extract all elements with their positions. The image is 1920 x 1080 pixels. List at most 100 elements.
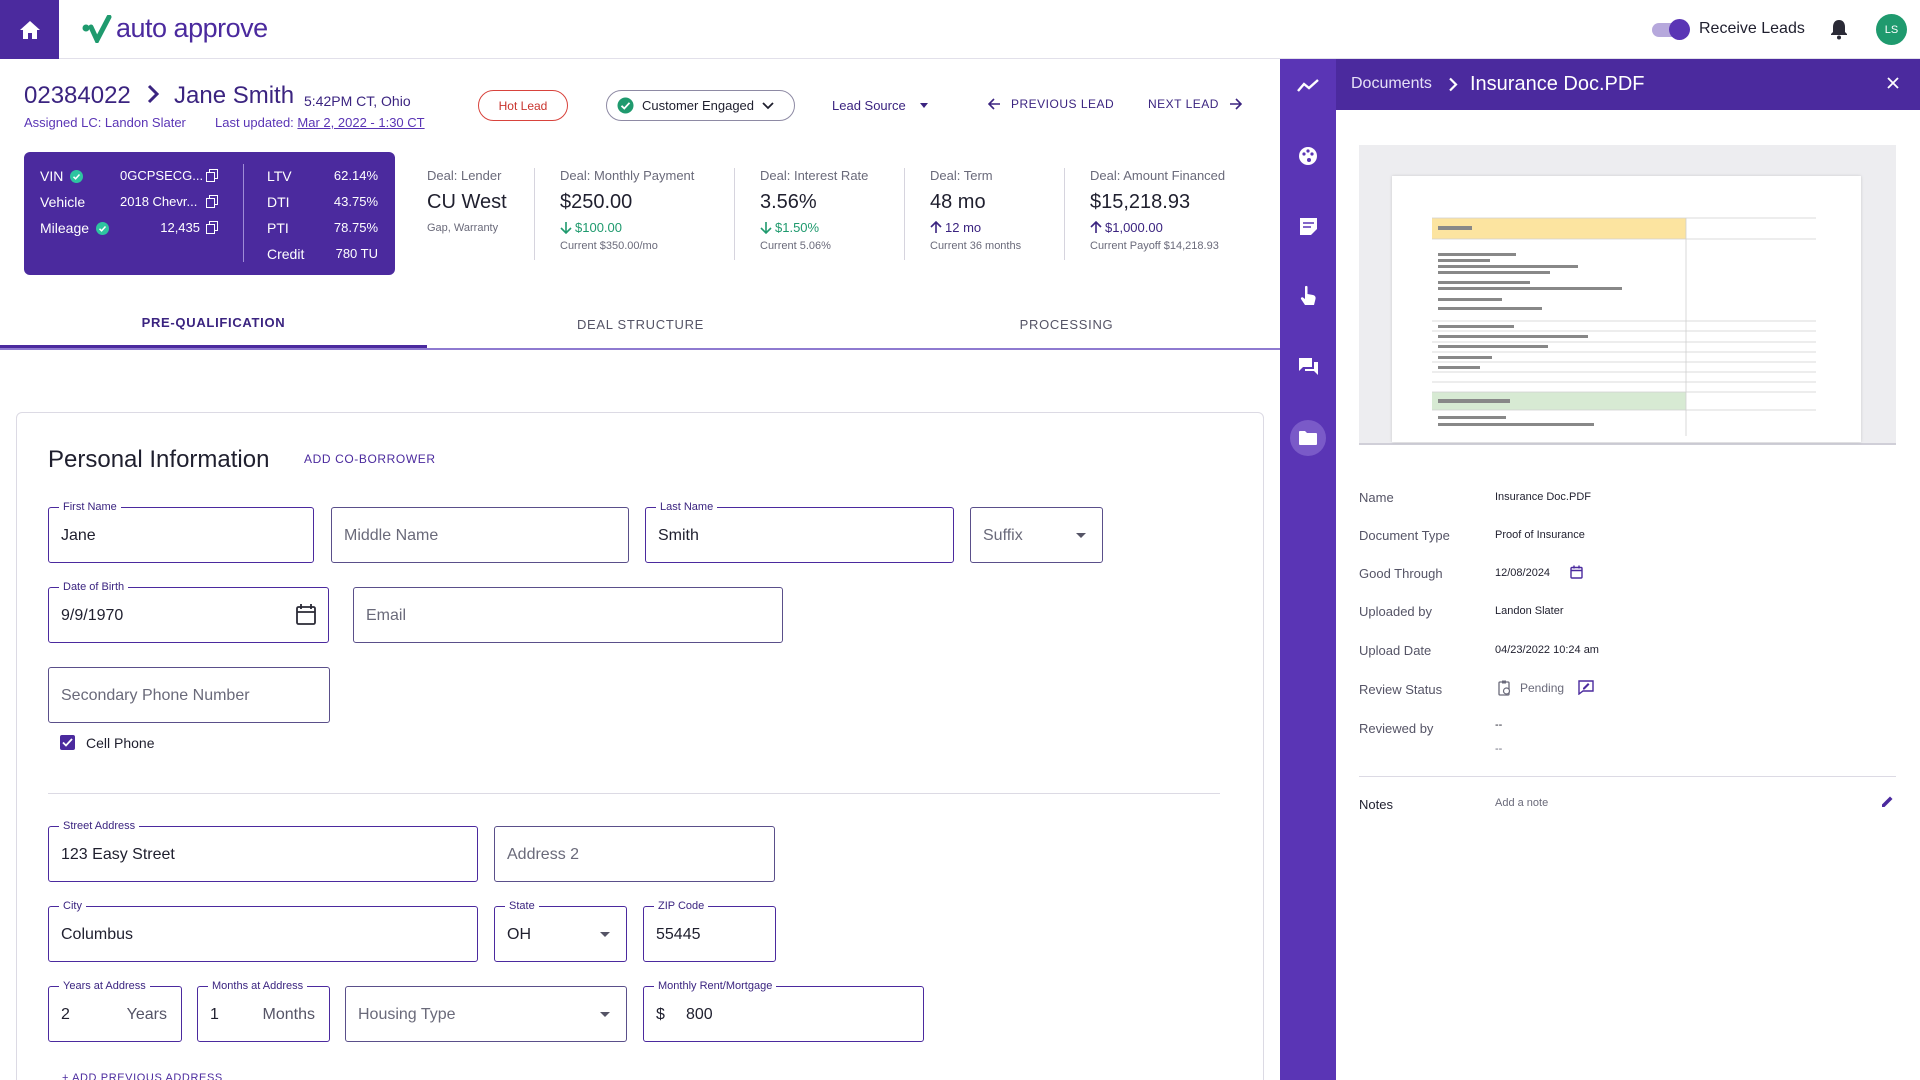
state-select[interactable]: State OH	[494, 900, 627, 962]
deal-monthly-payment: Deal: Monthly Payment $250.00 $100.00 Cu…	[560, 168, 694, 252]
clipboard-clock-icon	[1498, 680, 1511, 696]
city-label: City	[59, 900, 86, 912]
months-at-address-field[interactable]: Months at Address 1 Months	[197, 980, 330, 1042]
add-previous-address-button[interactable]: + ADD PREVIOUS ADDRESS	[62, 1072, 223, 1080]
mileage-label: Mileage	[40, 220, 109, 236]
breadcrumb-documents[interactable]: Documents	[1351, 75, 1432, 92]
notes-input[interactable]: Add a note	[1495, 797, 1549, 809]
rail-notes-button[interactable]	[1296, 214, 1320, 238]
deal-lender: Deal: Lender CU West Gap, Warranty	[427, 168, 507, 234]
document-panel-header	[1336, 59, 1920, 110]
last-name-value: Smith	[658, 527, 699, 544]
review-edit-icon[interactable]	[1578, 680, 1594, 695]
tab-deal-structure[interactable]: DEAL STRUCTURE	[576, 316, 705, 332]
term-current: Current 36 months	[930, 240, 1022, 252]
first-name-field[interactable]: First Name Jane	[48, 501, 314, 563]
monthly-rent-label: Monthly Rent/Mortgage	[654, 980, 777, 992]
copy-vin-icon[interactable]	[206, 169, 218, 182]
financed-title: Deal: Amount Financed	[1090, 168, 1226, 183]
stat-divider	[904, 168, 905, 260]
address-2-field[interactable]: Address 2	[494, 826, 775, 882]
street-address-field[interactable]: Street Address 123 Easy Street	[48, 820, 478, 882]
months-at-address-label: Months at Address	[208, 980, 308, 992]
upload-date-label: Upload Date	[1359, 643, 1432, 658]
payment-value: $250.00	[560, 191, 633, 213]
deal-amount-financed: Deal: Amount Financed $15,218.93 $1,000.…	[1090, 168, 1225, 252]
last-updated-link[interactable]: Mar 2, 2022 - 1:30 CT	[297, 115, 425, 130]
lead-name: Jane Smith	[174, 82, 295, 109]
add-co-borrower-button[interactable]: ADD CO-BORROWER	[304, 452, 436, 466]
vehicle-label: Vehicle	[40, 194, 86, 210]
top-bar	[0, 0, 1920, 59]
user-avatar[interactable]: LS	[1876, 14, 1907, 45]
middle-name-placeholder: Middle Name	[344, 527, 439, 544]
stat-divider	[734, 168, 735, 260]
hot-lead-badge[interactable]: Hot Lead	[478, 90, 568, 121]
years-suffix: Years	[126, 1006, 167, 1023]
rail-touch-button[interactable]	[1296, 284, 1320, 308]
payment-delta: $100.00	[560, 220, 694, 235]
rate-current: Current 5.06%	[760, 240, 831, 252]
tab-processing[interactable]: PROCESSING	[1019, 316, 1114, 332]
calendar-icon[interactable]	[296, 604, 316, 625]
zip-code-field[interactable]: ZIP Code 55445	[643, 900, 776, 962]
rail-chat-button[interactable]	[1296, 354, 1320, 378]
city-field[interactable]: City Columbus	[48, 900, 478, 962]
suffix-select[interactable]: Suffix	[970, 507, 1103, 563]
email-field[interactable]: Email	[353, 587, 783, 643]
rail-analytics-button[interactable]	[1296, 74, 1320, 98]
tab-pre-qualification[interactable]: PRE-QUALIFICATION	[0, 300, 427, 348]
logo-check-icon	[82, 14, 112, 43]
years-at-address-field[interactable]: Years at Address 2 Years	[48, 980, 182, 1042]
copy-vehicle-icon[interactable]	[206, 195, 218, 208]
date-of-birth-field[interactable]: Date of Birth 9/9/1970	[48, 581, 329, 643]
lead-source-label: Lead Source	[832, 98, 906, 113]
street-address-value: 123 Easy Street	[61, 846, 175, 863]
vin-label: VIN	[40, 168, 84, 184]
ltv-label: LTV	[267, 168, 292, 184]
housing-type-select[interactable]: Housing Type	[345, 986, 627, 1042]
home-button[interactable]	[0, 0, 59, 59]
caret-down-icon	[919, 103, 928, 108]
reviewed-by-label: Reviewed by	[1359, 721, 1434, 736]
breadcrumb-current-document: Insurance Doc.PDF	[1470, 73, 1645, 95]
rail-palette-button[interactable]	[1296, 144, 1320, 168]
state-label: State	[505, 900, 539, 912]
close-button[interactable]	[1887, 76, 1899, 94]
chat-icon	[1298, 357, 1318, 375]
zip-code-label: ZIP Code	[654, 900, 709, 912]
copy-mileage-icon[interactable]	[206, 221, 218, 234]
calendar-icon[interactable]	[1570, 565, 1583, 579]
cell-phone-checkbox[interactable]	[60, 735, 75, 750]
receive-leads-toggle[interactable]	[1652, 19, 1690, 41]
notes-label: Notes	[1359, 797, 1393, 812]
cell-phone-label: Cell Phone	[86, 735, 155, 751]
housing-type-placeholder: Housing Type	[358, 1006, 456, 1023]
dob-label: Date of Birth	[59, 581, 129, 593]
next-lead-button[interactable]: NEXT LEAD	[1148, 97, 1242, 111]
pencil-icon[interactable]	[1881, 795, 1894, 808]
doc-name-label: Name	[1359, 490, 1394, 505]
notifications-button[interactable]	[1829, 18, 1849, 45]
secondary-phone-field[interactable]: Secondary Phone Number	[48, 667, 330, 723]
rate-title: Deal: Interest Rate	[760, 168, 869, 183]
lead-source-dropdown[interactable]: Lead Source	[832, 98, 928, 113]
caret-down-icon	[600, 932, 610, 937]
pti-value: 78.75%	[333, 220, 378, 235]
last-name-field[interactable]: Last Name Smith	[645, 501, 954, 563]
monthly-rent-field[interactable]: Monthly Rent/Mortgage $ 800	[643, 980, 924, 1042]
city-value: Columbus	[61, 926, 134, 943]
review-status-label: Review Status	[1359, 682, 1443, 697]
rent-prefix: $	[656, 1006, 665, 1023]
assigned-lc: Assigned LC: Landon Slater	[24, 115, 186, 130]
pti-label: PTI	[267, 220, 289, 236]
rate-value: 3.56%	[760, 191, 817, 213]
rail-documents-button[interactable]	[1296, 426, 1320, 450]
lead-status-select[interactable]: Customer Engaged	[606, 90, 795, 121]
deal-lender-title: Deal: Lender	[427, 168, 502, 183]
middle-name-field[interactable]: Middle Name	[331, 507, 629, 563]
previous-lead-button[interactable]: PREVIOUS LEAD	[988, 97, 1114, 111]
ltv-value: 62.14%	[333, 168, 378, 183]
check-circle-icon	[617, 97, 634, 114]
dti-value: 43.75%	[333, 194, 378, 209]
